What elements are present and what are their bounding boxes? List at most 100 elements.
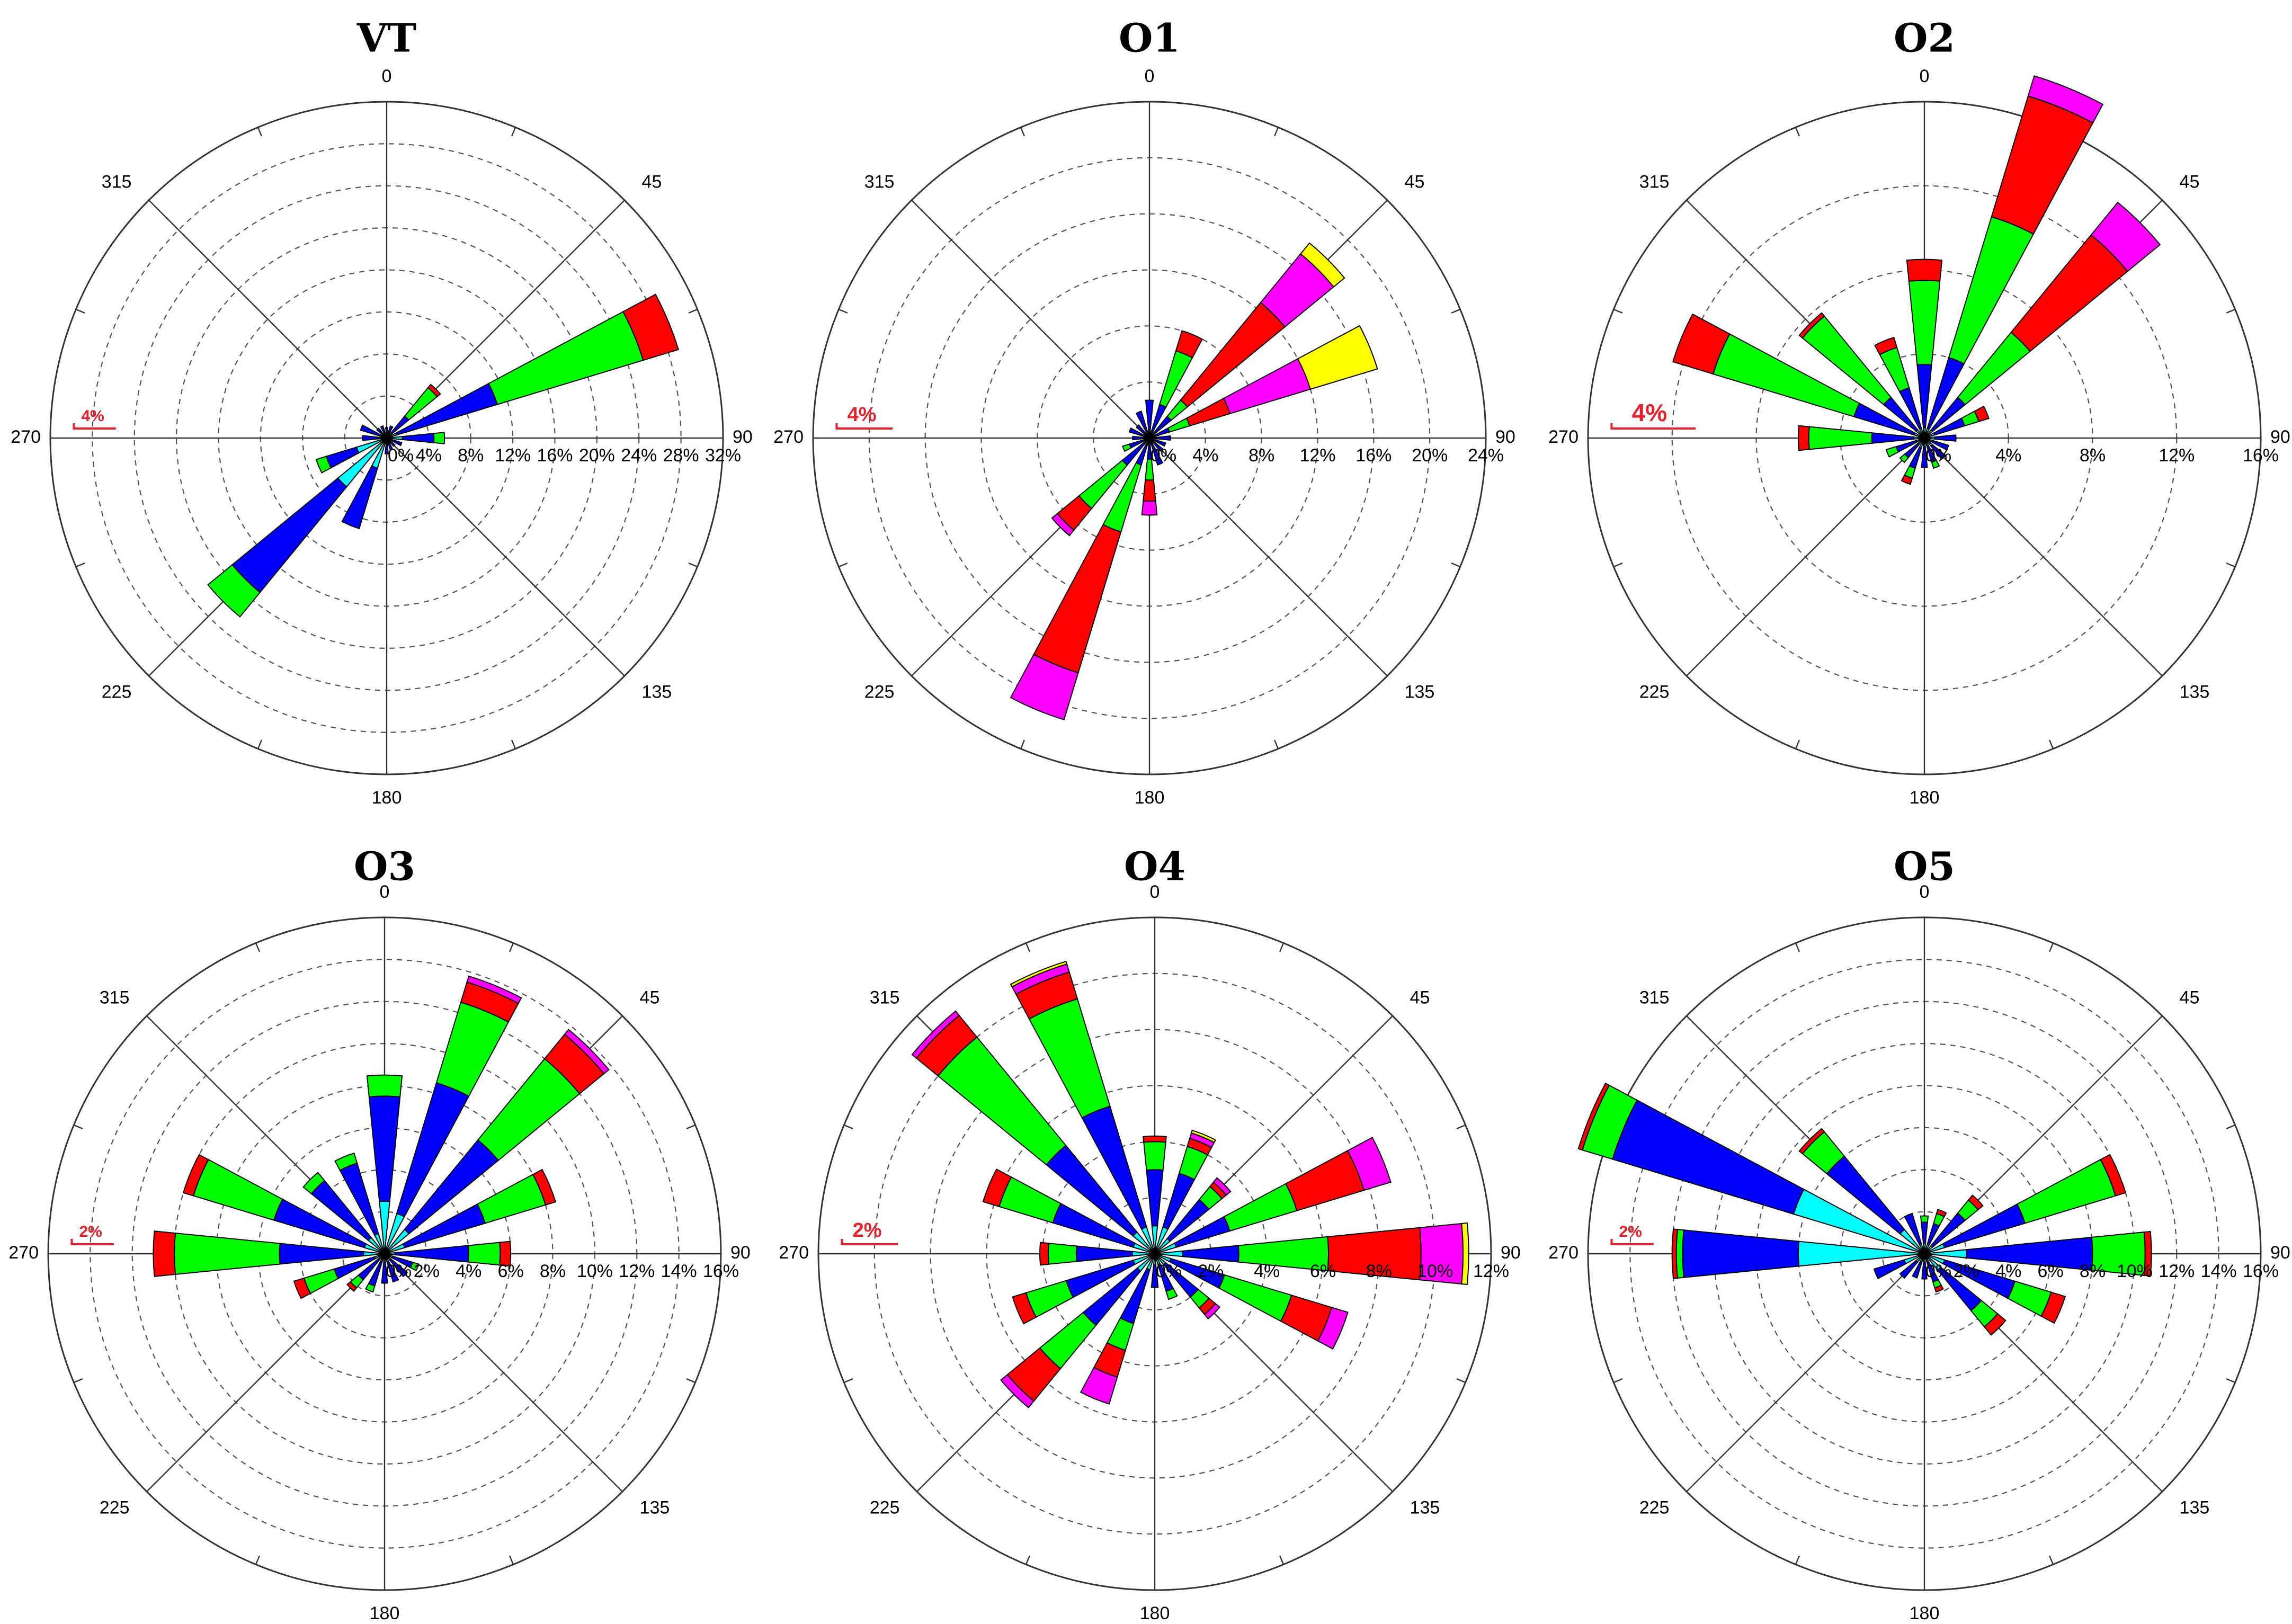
rim-tick <box>1451 563 1461 568</box>
radial-tick-label: 10% <box>2117 1261 2153 1281</box>
direction-label: 180 <box>1140 1603 1170 1623</box>
rim-tick <box>1451 308 1461 314</box>
radial-tick-label: 28% <box>663 445 699 466</box>
direction-label: 225 <box>870 1498 900 1518</box>
direction-label: 180 <box>370 1603 400 1623</box>
petal-segment-dir-270-class-3 <box>1675 1229 1684 1279</box>
petal-segment-dir-202.5-class-3 <box>365 1282 376 1293</box>
radial-tick-label: 4% <box>1254 1261 1280 1281</box>
direction-label: 225 <box>1639 1498 1670 1518</box>
rim-tick <box>686 1378 696 1384</box>
scale-bar <box>1610 1239 1654 1245</box>
petal-segment-dir-157.5-class-2 <box>1151 443 1164 466</box>
scale-bar-label: 4% <box>848 404 877 426</box>
petal-segment-dir-337.5-class-2 <box>380 425 386 435</box>
radial-tick-label: 16% <box>2243 445 2279 466</box>
petal-segment-dir-67.5-class-4 <box>1974 405 1990 423</box>
rim-tick <box>255 1555 260 1565</box>
rim-tick <box>1456 1378 1466 1384</box>
chart-title: O5 <box>1894 844 1955 890</box>
petal-segment-dir-225-class-3 <box>1899 453 1910 463</box>
petal-segment-dir-247.5-class-2 <box>1873 1259 1907 1280</box>
petal-segment-dir-202.5-class-5 <box>1010 653 1079 720</box>
chart-title: VT <box>356 16 416 61</box>
petal-segment-dir-45-class-4 <box>1967 1194 1984 1211</box>
chart-title: O4 <box>1124 844 1185 890</box>
rim-tick <box>2049 942 2054 952</box>
radial-tick-label: 32% <box>705 445 741 466</box>
petal-segment-dir-270-class-2 <box>362 435 379 441</box>
direction-label: 270 <box>779 1243 809 1263</box>
direction-label: 315 <box>100 987 130 1007</box>
petal-segment-dir-202.5-class-5 <box>1080 1367 1118 1405</box>
rim-tick <box>509 942 514 952</box>
scale-bar <box>835 423 893 430</box>
petal-segment-dir-292.5-class-4 <box>182 1154 209 1197</box>
radial-tick-label: 0% <box>1156 1261 1182 1281</box>
radial-tick-label: 2% <box>414 1261 440 1281</box>
petal-segment-dir-292.5-class-4 <box>1672 313 1731 375</box>
petal-segment-dir-90-class-4 <box>499 1241 512 1267</box>
direction-label: 135 <box>642 682 672 702</box>
petal-segment-dir-337.5-class-2 <box>1135 411 1148 433</box>
scale-bar <box>1610 423 1696 430</box>
direction-label: 90 <box>730 1243 751 1263</box>
petal-segment-dir-22.5-class-4 <box>1936 1209 1947 1218</box>
petal-segment-dir-292.5-class-2 <box>360 424 382 437</box>
direction-label: 135 <box>2180 1498 2210 1518</box>
radial-tick-label: 14% <box>2201 1261 2237 1281</box>
petal-segment-dir-247.5-class-3 <box>1122 443 1132 452</box>
rim-tick <box>1613 1378 1623 1384</box>
petal-segment-dir-180-class-2 <box>381 1261 388 1284</box>
petal-segment-dir-202.5-class-4 <box>1901 474 1913 485</box>
scale-bar <box>841 1239 898 1245</box>
radial-tick-label: 8% <box>2080 1261 2106 1281</box>
rim-tick <box>1613 308 1623 314</box>
petal-segment-dir-247.5-class-3 <box>315 456 332 474</box>
direction-label: 0 <box>382 66 392 86</box>
direction-label: 135 <box>640 1498 670 1518</box>
petal-segment-dir-315-class-4 <box>1798 312 1825 339</box>
petal-segment-dir-67.5-class-5 <box>1346 1137 1392 1191</box>
petal-segment-dir-225-class-5 <box>1051 513 1075 537</box>
direction-label: 0 <box>380 882 390 902</box>
direction-label: 225 <box>1639 682 1670 702</box>
radial-tick-label: 14% <box>661 1261 697 1281</box>
petal-segment-dir-67.5-class-4 <box>532 1168 557 1206</box>
chart-title: O3 <box>354 844 415 890</box>
radial-tick-label: 2% <box>1198 1261 1224 1281</box>
rim-tick <box>257 127 262 137</box>
petal-segment-dir-135-class-2 <box>1930 444 1947 460</box>
rim-tick <box>1456 1124 1466 1129</box>
petal-segment-dir-292.5-class-4 <box>982 1168 1012 1208</box>
direction-label: 270 <box>773 427 804 447</box>
petal-segment-dir-337.5-class-4 <box>1874 336 1898 355</box>
scale-bar-label: 2% <box>1619 1223 1642 1241</box>
direction-label: 315 <box>1639 172 1670 192</box>
rim-tick <box>1279 1555 1285 1565</box>
rim-tick <box>257 739 262 749</box>
radial-tick-label: 0% <box>1925 1261 1951 1281</box>
rim-tick <box>1795 127 1800 137</box>
scale-bar <box>70 1239 114 1245</box>
radial-tick-label: 0% <box>386 1261 412 1281</box>
direction-label: 45 <box>640 987 660 1007</box>
direction-label: 90 <box>2270 427 2290 447</box>
direction-label: 180 <box>372 788 402 808</box>
petal-segment-dir-0-class-3 <box>1143 1141 1166 1171</box>
petal-segment-dir-45-class-4 <box>427 383 441 398</box>
rim-tick <box>1279 942 1285 952</box>
wind-rose-panel-2: O2 0 45 90 135 180 225 270 315 0% 4% 8% 12% 16% 4% <box>1548 16 2290 808</box>
direction-label: 45 <box>642 172 662 192</box>
radial-tick-label: 12% <box>495 445 531 466</box>
direction-label: 0 <box>1920 66 1930 86</box>
petal-segment-dir-112.5-class-2 <box>1931 440 1949 451</box>
direction-label: 225 <box>102 682 132 702</box>
petal-segment-dir-292.5-class-4 <box>1577 1082 1610 1151</box>
chart-title: O2 <box>1894 16 1955 61</box>
petal-segment-dir-22.5-class-5 <box>466 975 522 1004</box>
petal-segment-dir-247.5-class-4 <box>293 1277 311 1299</box>
direction-label: 180 <box>1135 788 1165 808</box>
radial-tick-label: 0% <box>388 445 414 466</box>
